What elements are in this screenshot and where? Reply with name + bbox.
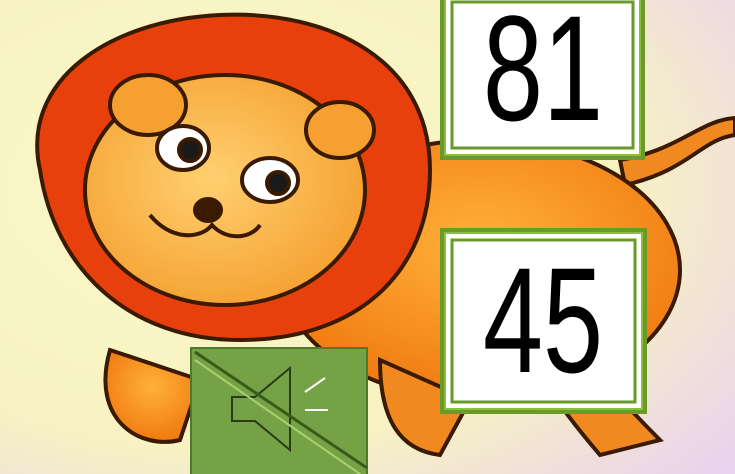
sound-button[interactable] xyxy=(191,348,367,474)
number-card: 45 xyxy=(440,228,647,414)
slide: 81 45 xyxy=(0,0,735,474)
card-number: 81 xyxy=(483,0,603,152)
page: 81 45 (() => { const data = JSON.parse(d… xyxy=(0,0,735,474)
number-card: 81 xyxy=(440,0,645,160)
card-number: 45 xyxy=(483,237,603,405)
